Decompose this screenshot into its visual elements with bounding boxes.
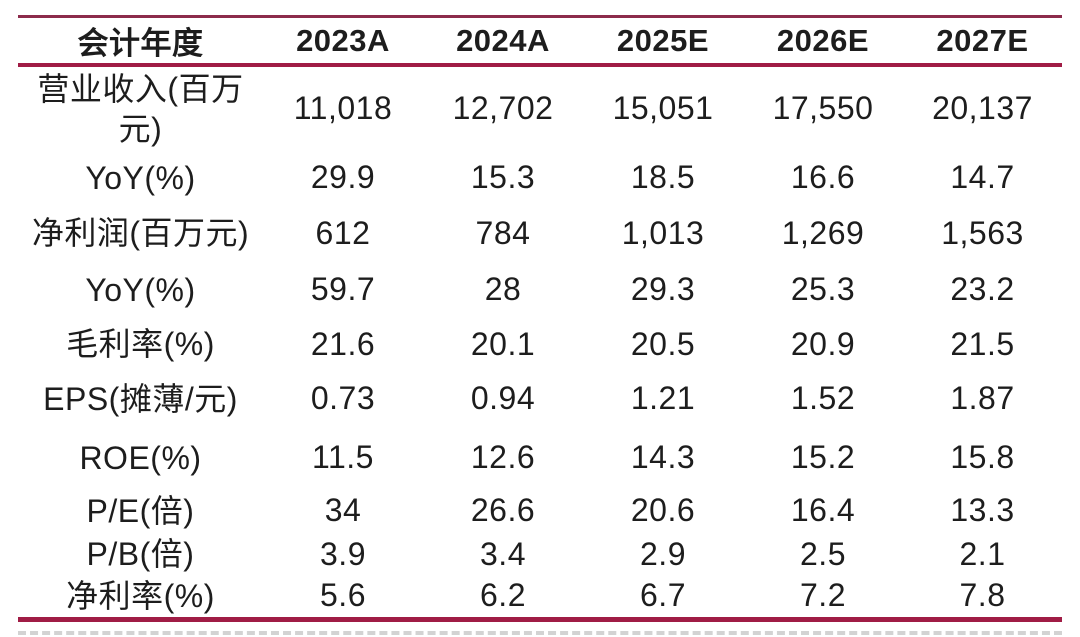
cell-value: 16.6 <box>790 159 856 195</box>
cell-value: 5.6 <box>320 577 366 614</box>
table-row-net-margin: 净利率(%) 5.6 6.2 6.7 7.2 7.8 <box>18 575 1062 619</box>
cell-value: 2.9 <box>640 535 686 572</box>
table-row-pb: P/B(倍) 3.9 3.4 2.9 2.5 2.1 <box>18 533 1062 575</box>
table-row-pe: P/E(倍) 34 26.6 20.6 16.4 13.3 <box>18 488 1062 533</box>
cell-value: 7.2 <box>800 577 846 614</box>
cell-value: 15,051 <box>612 90 714 126</box>
cell-value: 23.2 <box>950 271 1015 307</box>
cell-value: 34 <box>324 492 362 528</box>
cell-value: 17,550 <box>772 90 874 126</box>
cell-value: 18.5 <box>630 159 696 195</box>
cell-value: 20.5 <box>630 325 696 362</box>
row-label: ROE(%) <box>79 439 202 476</box>
table-row-revenue-yoy: YoY(%) 29.9 15.3 18.5 16.6 14.7 <box>18 150 1062 205</box>
cell-value: 0.73 <box>310 380 376 416</box>
cell-value: 16.4 <box>790 492 856 528</box>
table-row-net-profit-yoy: YoY(%) 59.7 28 29.3 25.3 23.2 <box>18 261 1062 318</box>
cell-value: 6.7 <box>640 577 686 614</box>
cell-value: 20.9 <box>790 325 856 362</box>
row-label: 营业收入(百万 元) <box>37 70 244 147</box>
cell-value: 14.3 <box>630 439 696 475</box>
row-label: 净利率(%) <box>66 577 215 614</box>
table-row-roe: ROE(%) 11.5 12.6 14.3 15.2 15.8 <box>18 427 1062 488</box>
row-label: YoY(%) <box>85 271 196 308</box>
header-2024a: 2024A <box>456 22 550 58</box>
cell-value: 3.4 <box>480 535 526 572</box>
cell-value: 13.3 <box>950 492 1015 528</box>
header-2026e: 2026E <box>776 22 870 58</box>
cell-value: 6.2 <box>480 577 526 614</box>
cell-value: 11.5 <box>312 439 374 475</box>
cell-value: 1.87 <box>950 380 1015 416</box>
cell-value: 20.6 <box>630 492 696 528</box>
cell-value: 1,013 <box>621 214 705 251</box>
cell-value: 20,137 <box>932 90 1033 126</box>
cell-value: 2.1 <box>959 535 1006 572</box>
row-label: 净利润(百万元) <box>31 215 250 251</box>
cell-value: 20.1 <box>470 325 536 362</box>
cell-value: 28 <box>484 271 522 307</box>
cell-value: 21.5 <box>950 325 1015 362</box>
table-row-gross-margin: 毛利率(%) 21.6 20.1 20.5 20.9 21.5 <box>18 318 1062 370</box>
header-2027e: 2027E <box>936 22 1029 58</box>
header-fiscal-year: 会计年度 <box>77 26 204 61</box>
table-row-eps: EPS(摊薄/元) 0.73 0.94 1.21 1.52 1.87 <box>18 370 1062 427</box>
row-label: YoY(%) <box>85 159 196 196</box>
table-row-revenue: 营业收入(百万 元) 11,018 12,702 15,051 17,550 2… <box>18 65 1062 150</box>
cell-value: 59.7 <box>310 271 376 307</box>
header-row: 会计年度 2023A 2024A 2025E 2026E 2027E <box>18 17 1062 65</box>
cell-value: 15.8 <box>950 439 1015 475</box>
cell-value: 3.9 <box>320 535 366 572</box>
cell-value: 29.9 <box>310 159 376 195</box>
row-label: P/B(倍) <box>86 536 195 572</box>
financial-forecast-table-wrap: 会计年度 2023A 2024A 2025E 2026E 2027E 营业收入(… <box>18 15 1062 635</box>
cell-value: 1.52 <box>790 380 856 416</box>
row-label: 毛利率(%) <box>66 326 215 362</box>
cell-value: 7.8 <box>959 577 1006 614</box>
cell-value: 11,018 <box>293 90 393 126</box>
cell-value: 784 <box>475 214 531 251</box>
row-label: P/E(倍) <box>86 492 195 529</box>
cell-value: 15.2 <box>790 439 856 475</box>
financial-forecast-table: 会计年度 2023A 2024A 2025E 2026E 2027E 营业收入(… <box>18 15 1062 622</box>
cell-value: 612 <box>315 214 371 251</box>
cell-value: 1,269 <box>781 214 865 251</box>
cell-value: 12.6 <box>470 439 536 475</box>
cell-value: 12,702 <box>452 90 554 126</box>
cell-value: 25.3 <box>790 271 856 307</box>
header-2025e: 2025E <box>616 22 710 58</box>
cell-value: 21.6 <box>310 325 376 362</box>
cell-value: 1,563 <box>941 214 1024 251</box>
cell-value: 14.7 <box>950 159 1015 195</box>
cell-value: 29.3 <box>630 271 696 307</box>
row-label: EPS(摊薄/元) <box>43 380 238 417</box>
cell-value: 2.5 <box>800 535 846 572</box>
bottom-edge-divider <box>18 630 1062 635</box>
cell-value: 26.6 <box>470 492 536 528</box>
cell-value: 0.94 <box>470 380 536 416</box>
header-2023a: 2023A <box>296 22 390 58</box>
cell-value: 1.21 <box>630 380 696 416</box>
cell-value: 15.3 <box>470 159 536 195</box>
table-row-net-profit: 净利润(百万元) 612 784 1,013 1,269 1,563 <box>18 205 1062 261</box>
